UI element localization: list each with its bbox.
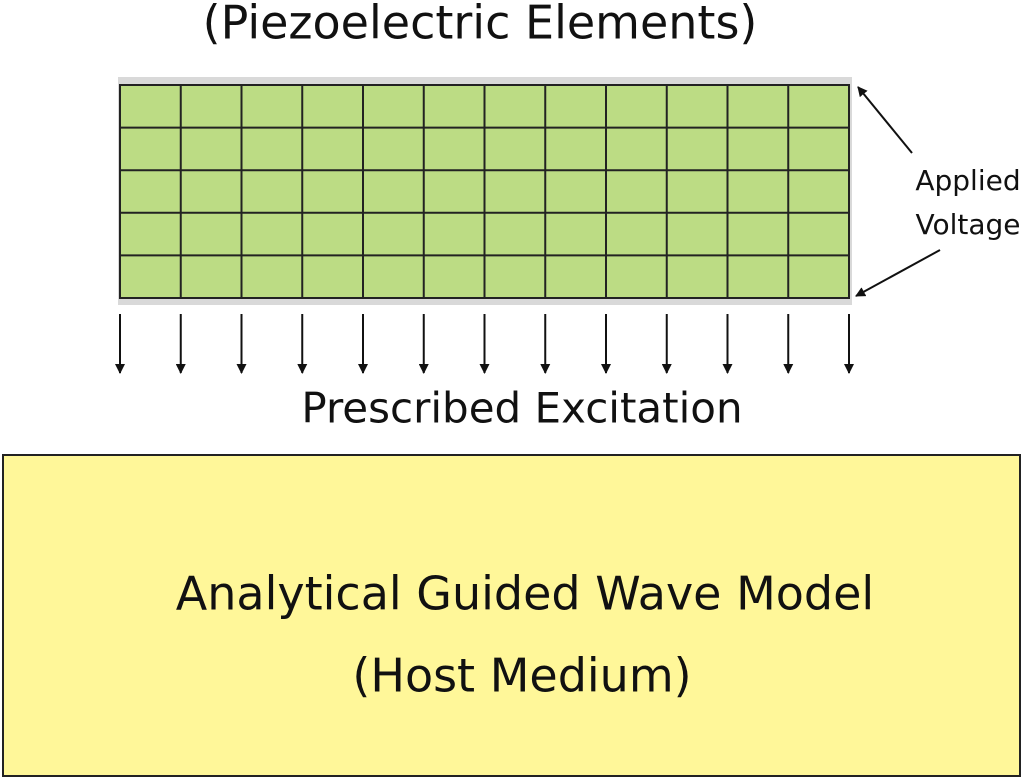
element-grid bbox=[120, 85, 849, 298]
excitation-arrows bbox=[115, 314, 854, 374]
voltage-arrow-bottom bbox=[855, 249, 941, 297]
voltage-arrow-top bbox=[857, 86, 913, 154]
host-box bbox=[2, 454, 1021, 777]
title: (Piezoelectric Elements) bbox=[203, 0, 758, 50]
excitation-label: Prescribed Excitation bbox=[301, 384, 742, 433]
host-box-line: Analytical Guided Wave Model bbox=[176, 567, 874, 621]
annotation-line: Voltage bbox=[915, 208, 1020, 241]
annotation-line: Applied bbox=[915, 164, 1020, 197]
host-box-line: (Host Medium) bbox=[352, 649, 691, 703]
